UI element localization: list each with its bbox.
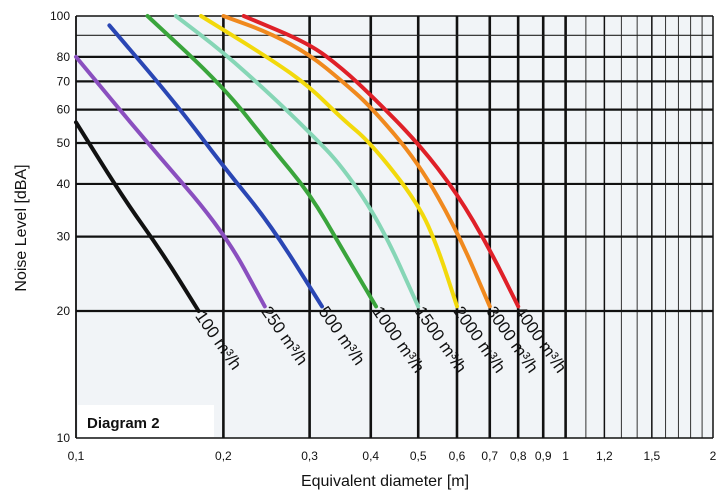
x-tick-label: 0,2 [215,449,232,463]
diagram-label-box [78,405,214,437]
x-tick-label: 1,5 [643,449,660,463]
y-tick-label: 30 [57,230,71,244]
diagram-label: Diagram 2 [87,415,160,432]
y-tick-label: 50 [57,136,71,150]
x-tick-label: 0,7 [481,449,498,463]
y-tick-label: 100 [50,9,70,23]
y-tick-label: 40 [57,177,71,191]
x-tick-label: 0,6 [449,449,466,463]
x-tick-label: 0,8 [510,449,527,463]
y-tick-label: 10 [57,431,71,445]
tick-labels: 0,1 0,2 0,3 0,4 0,5 0,6 0,7 0,8 0,9 1 1,2 1,5 2 10 20 3… [50,9,717,463]
x-tick-label: 0,1 [68,449,85,463]
series-lines [74,14,521,313]
x-tick-label: 1,2 [596,449,613,463]
series-line [74,54,267,309]
x-tick-label: 0,9 [535,449,552,463]
x-axis-title: Equivalent diameter [m] [301,473,469,490]
x-tick-label: 0,3 [301,449,318,463]
series-line [199,14,459,309]
y-axis-title: Noise Level [dBA] [13,164,30,291]
y-tick-label: 80 [57,50,71,64]
x-tick-label: 1 [562,449,569,463]
series-line [107,23,324,309]
series-line [74,120,201,313]
series-line [145,14,378,309]
x-tick-label: 2 [710,449,717,463]
y-tick-label: 70 [57,74,71,88]
grid [75,15,714,439]
series-line [221,14,492,309]
plot-background [76,16,713,438]
y-tick-label: 60 [57,103,71,117]
series-line [173,14,421,309]
x-tick-label: 0,5 [410,449,427,463]
y-tick-label: 20 [57,304,71,318]
x-tick-label: 0,4 [362,449,379,463]
series-line [241,14,521,309]
